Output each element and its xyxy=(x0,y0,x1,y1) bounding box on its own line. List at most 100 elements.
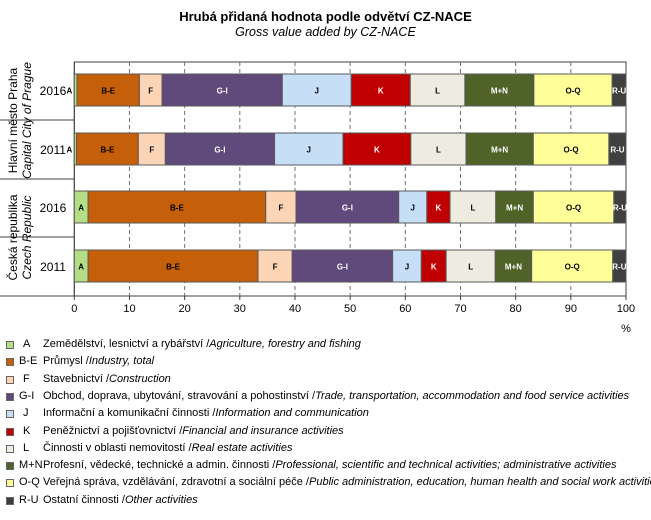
legend-label-cz: Peněžnictví a pojišťovnictví / xyxy=(43,424,183,437)
legend-label-en: Professional, scientific and technical a… xyxy=(275,459,617,472)
bar-segment-label: F xyxy=(278,204,283,213)
bar-segment-label: G-I xyxy=(342,204,353,213)
legend-code: A xyxy=(23,338,31,350)
bar-segment-g-i xyxy=(164,132,276,166)
bar-segment-label: B-E xyxy=(101,87,115,96)
x-tick-label: 60 xyxy=(399,303,411,315)
bar-segment-label: R-U xyxy=(613,204,627,213)
legend-label-en: Information and communication xyxy=(215,407,369,420)
bar-segment-b-e xyxy=(87,249,259,283)
legend-label-cz: Veřejná správa, vzdělávání, zdravotní a … xyxy=(43,476,309,489)
bar-segment-label: M+N xyxy=(505,263,522,272)
bar-segment-label: F xyxy=(149,146,154,155)
bar-segment-label: B-E xyxy=(170,204,184,213)
legend-code: K xyxy=(23,424,31,437)
bar-segment-label: J xyxy=(411,204,415,213)
group-label-en: Capital City of Prague xyxy=(20,62,34,179)
x-tick-label: 70 xyxy=(454,303,466,315)
bar-segment-label: J xyxy=(315,87,319,96)
bar-segment-label: R-U xyxy=(610,146,624,155)
legend-label-cz: Informační a komunikační činnosti / xyxy=(43,407,216,420)
row-label-year: 2011 xyxy=(40,260,66,274)
bar-segment-label: G-I xyxy=(217,87,228,96)
bar-segment-l xyxy=(410,132,467,166)
bar-segment-m-n xyxy=(464,73,535,107)
x-tick-label: 40 xyxy=(289,303,301,315)
bar-segment-k xyxy=(342,132,412,166)
x-axis-label: % xyxy=(621,323,631,335)
bar-segment-label: L xyxy=(435,87,440,96)
x-tick-label: 80 xyxy=(510,303,522,315)
bar-segment-label: F xyxy=(148,87,153,96)
bar-segment-r-u xyxy=(611,73,627,107)
legend-label-en: Other activities xyxy=(124,493,198,506)
legend-label-cz: Obchod, doprava, ubytování, stravování a… xyxy=(43,389,316,402)
bar-segment-r-u xyxy=(608,132,627,166)
bar-segment-label: O-Q xyxy=(566,204,581,213)
legend-code: G-I xyxy=(19,389,35,402)
bar-segment-label: A xyxy=(67,146,73,155)
legend-label: Obchod, doprava, ubytování, stravování a… xyxy=(43,390,629,402)
bar-segment-label: A xyxy=(67,87,73,96)
legend-swatch xyxy=(6,410,14,419)
x-tick-label: 20 xyxy=(179,303,191,315)
row-label-year: 2011 xyxy=(40,143,66,157)
legend-label: Profesní, vědecké, technické a admin. či… xyxy=(43,459,617,471)
bar-segment-label: O-Q xyxy=(565,87,580,96)
bar-segment-m-n xyxy=(465,132,534,166)
bar-segment-r-u xyxy=(612,249,627,283)
bar-segment-label: O-Q xyxy=(565,263,580,272)
group-label: Hlavní město Praha xyxy=(6,67,20,173)
legend-label: Činnosti v oblasti nemovitostí /Real est… xyxy=(43,442,292,454)
bar-segment-label: G-I xyxy=(214,146,225,155)
bar-segment-k xyxy=(420,249,447,283)
bar-segment-label: M+N xyxy=(491,87,508,96)
bar-segment-label: J xyxy=(307,146,311,155)
legend-label-en: Trade, transportation, accommodation and… xyxy=(315,389,630,402)
x-tick-label: 30 xyxy=(234,303,246,315)
legend-label-en: Public administration, education, human … xyxy=(309,476,651,489)
bar-segment-label: L xyxy=(468,263,473,272)
bar-segment-l xyxy=(445,249,496,283)
legend-label: Průmysl /Industry, total xyxy=(43,355,154,367)
legend-label: Ostatní činnosti /Other activities xyxy=(43,494,198,506)
legend-code: M+N xyxy=(19,459,43,472)
legend-label-en: Agriculture, forestry and fishing xyxy=(209,338,361,350)
chart-title: Hrubá přidaná hodnota podle odvětví CZ-N… xyxy=(179,9,472,24)
legend-swatch xyxy=(6,496,14,505)
bar-segment-label: K xyxy=(436,204,442,213)
legend-label: Peněžnictví a pojišťovnictví /Financial … xyxy=(43,425,344,437)
legend-label-en: Real estate activities xyxy=(191,441,293,454)
plot-area: 0 10 20 30 40 50 60 70 80 90 100% A B-E F G-I J K L M+N O-Q… xyxy=(0,61,635,335)
bar-segment-label: R-U xyxy=(612,263,626,272)
legend-label-cz: Činnosti v oblasti nemovitostí / xyxy=(43,441,192,454)
legend-swatch xyxy=(6,341,14,349)
bar-segment-j xyxy=(392,249,422,283)
bar-segment-j xyxy=(281,73,352,107)
legend-label-en: Industry, total xyxy=(88,355,155,368)
legend-label-cz: Průmysl / xyxy=(43,355,89,368)
bar-segment-label: A xyxy=(78,263,84,272)
bar-segment-label: L xyxy=(436,146,441,155)
bar-segment-m-n xyxy=(494,249,533,283)
legend-label: Veřejná správa, vzdělávání, zdravotní a … xyxy=(43,476,651,488)
legend-code: F xyxy=(23,372,30,385)
bar-segment-label: M+N xyxy=(506,204,523,213)
bar-segment-f xyxy=(265,190,297,224)
bar-segment-label: A xyxy=(78,204,84,213)
bar-segment-g-i xyxy=(161,73,283,107)
legend-code: O-Q xyxy=(19,476,40,489)
legend-swatch xyxy=(6,358,14,367)
bar-segment-label: B-E xyxy=(166,263,180,272)
bar-segment-label: K xyxy=(374,146,380,155)
legend-swatch xyxy=(6,462,14,471)
bar-segment-label: K xyxy=(378,87,384,96)
chart-subtitle: Gross value added by CZ-NACE xyxy=(235,25,416,39)
x-tick-label: 50 xyxy=(344,303,356,315)
legend-code: B-E xyxy=(19,355,38,368)
bar-segment-j xyxy=(274,132,344,166)
legend-label-cz: Profesní, vědecké, technické a admin. či… xyxy=(43,459,276,472)
legend-label-cz: Stavebnictví / xyxy=(43,372,110,385)
bar-segment-label: B-E xyxy=(101,146,115,155)
